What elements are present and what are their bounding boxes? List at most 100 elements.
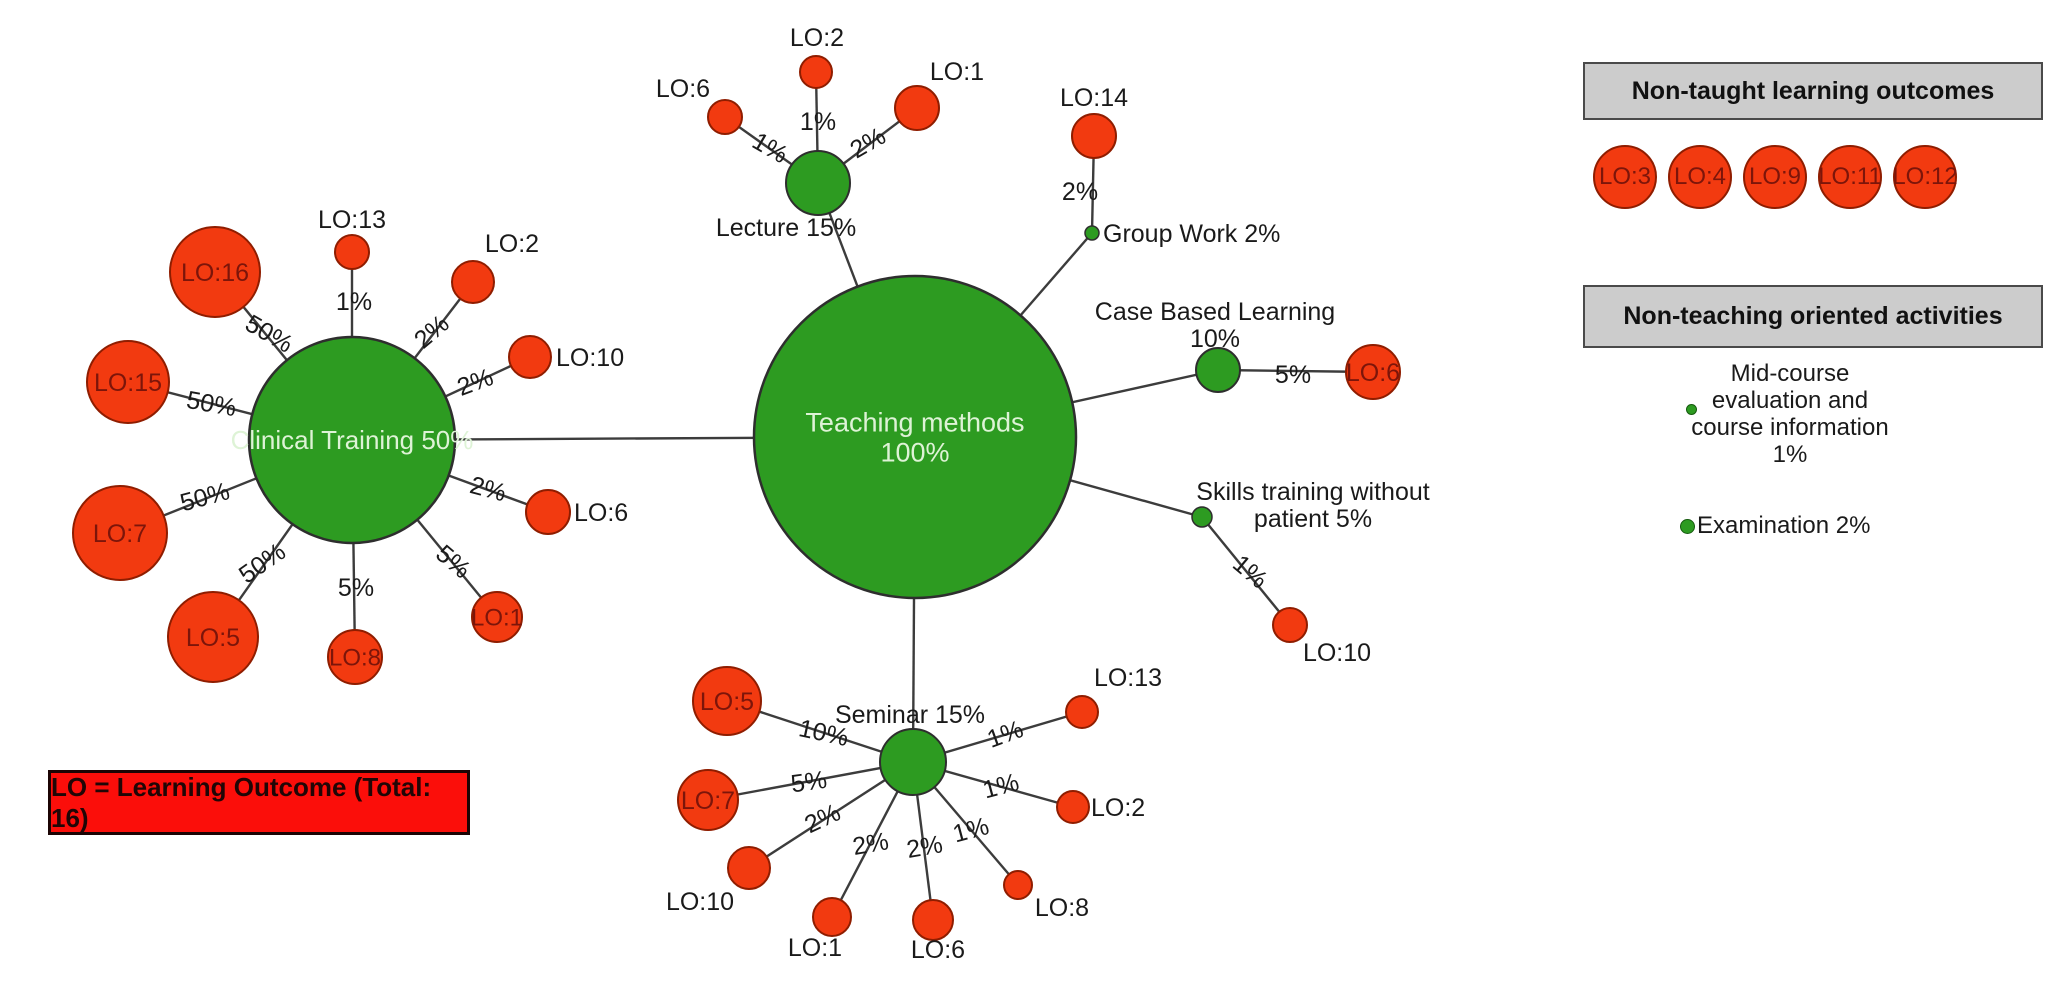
edge-label-seminar-s-lo1: 2% (850, 827, 890, 861)
node-teaching-label: Teaching methods (805, 407, 1024, 437)
node-sk-lo10-circle (1272, 607, 1308, 643)
node-cbl-label: 10% (1190, 325, 1240, 353)
examination-dot-icon (1680, 518, 1695, 534)
node-skills-dot-label: Skills training without (1196, 478, 1429, 506)
node-c-lo5-circle (167, 591, 259, 683)
edge-label-seminar-s-lo7: 5% (789, 766, 829, 799)
node-lecture-circle (785, 150, 851, 216)
node-s-lo10-circle (727, 846, 771, 890)
edge-label-lecture-l-lo6: 1% (747, 127, 792, 169)
node-s-lo7-label: LO:7 (681, 787, 735, 815)
node-cbl-lo6-label: LO:6 (1346, 359, 1400, 387)
mid-course-label-line: course information (1691, 414, 1889, 441)
node-s-lo6-circle (912, 899, 954, 941)
edge-label-clinical-c-lo10: 2% (453, 363, 497, 402)
node-c-lo1-circle (471, 591, 523, 643)
node-c-lo7-circle (72, 485, 168, 581)
edge-label-gw-dot-gw-lo14: 2% (1062, 178, 1098, 206)
node-c-lo2-circle (451, 260, 495, 304)
node-lecture-label: Lecture 15% (716, 214, 856, 242)
examination-label: Examination 2% (1697, 512, 1871, 539)
edge-label-lecture-l-lo2: 1% (800, 108, 836, 136)
edge-label-clinical-c-lo16: 50% (240, 309, 297, 358)
node-s-lo7-circle (677, 769, 739, 831)
node-gw-dot-label: Group Work 2% (1103, 220, 1280, 248)
node-c-lo10-label: LO:10 (556, 344, 624, 372)
node-c-lo15-label: LO:15 (94, 369, 162, 397)
non-taught-outcome-circle: LO:9 (1743, 145, 1807, 209)
edge-label-cbl-cbl-lo6: 5% (1275, 361, 1311, 389)
node-c-lo13-circle (334, 234, 370, 270)
legend-box: LO = Learning Outcome (Total: 16) (48, 770, 470, 835)
non-taught-outcome-circle: LO:4 (1668, 145, 1732, 209)
edge-skills-dot-sk-lo10 (1201, 516, 1291, 626)
edge-seminar-s-lo7 (707, 760, 914, 802)
edge-label-clinical-c-lo7: 50% (177, 477, 233, 517)
node-c-lo15-circle (86, 340, 170, 424)
node-cbl-circle (1195, 347, 1241, 393)
node-gw-lo14-circle (1071, 113, 1117, 159)
node-cbl-label: Case Based Learning (1095, 298, 1335, 326)
node-c-lo2-label: LO:2 (485, 230, 539, 258)
node-l-lo1-circle (894, 85, 940, 131)
node-skills-dot-circle (1191, 506, 1213, 528)
node-cbl-lo6-circle (1345, 344, 1401, 400)
non-taught-outcomes-header: Non-taught learning outcomes (1583, 62, 2043, 120)
node-l-lo6-circle (707, 99, 743, 135)
node-s-lo5-circle (692, 666, 762, 736)
node-c-lo13-label: LO:13 (318, 206, 386, 234)
node-c-lo8-circle (327, 629, 383, 685)
non-taught-outcomes-row: LO:3 LO:4 LO:9 LO:11 LO:12 (1593, 145, 1958, 209)
node-c-lo1-label: LO:1 (471, 604, 523, 631)
node-s-lo6-label: LO:6 (911, 936, 965, 964)
non-taught-outcome-circle: LO:3 (1593, 145, 1657, 209)
edge-label-clinical-c-lo13: 1% (336, 288, 372, 316)
node-c-lo6-label: LO:6 (574, 499, 628, 527)
node-seminar-circle (879, 728, 947, 796)
non-taught-outcome-circle: LO:12 (1892, 145, 1958, 209)
mid-course-label-line: evaluation and (1711, 387, 1869, 414)
node-c-lo16-label: LO:16 (181, 259, 249, 287)
edge-label-seminar-s-lo10: 2% (800, 798, 845, 839)
edge-label-clinical-c-lo5: 50% (234, 538, 291, 590)
edge-label-clinical-c-lo1: 5% (430, 540, 476, 585)
node-seminar-label: Seminar 15% (835, 701, 985, 729)
node-c-lo7-label: LO:7 (93, 520, 147, 548)
node-s-lo13-circle (1065, 695, 1099, 729)
node-s-lo5-label: LO:5 (700, 688, 754, 716)
node-l-lo2-label: LO:2 (790, 24, 844, 52)
node-c-lo10-circle (508, 335, 552, 379)
node-l-lo2-circle (799, 55, 833, 89)
node-s-lo8-label: LO:8 (1035, 894, 1089, 922)
mid-course-dot-icon (1686, 404, 1697, 415)
node-l-lo1-label: LO:1 (930, 58, 984, 86)
non-teaching-activities-header: Non-teaching oriented activities (1583, 285, 2043, 348)
node-s-lo10-label: LO:10 (666, 888, 734, 916)
node-clinical-label: Clinical Training 50% (231, 425, 474, 455)
node-s-lo2-circle (1056, 790, 1090, 824)
edge-label-seminar-s-lo8: 1% (950, 812, 992, 848)
mid-course-label-line: Mid-course (1730, 360, 1850, 387)
edge-label-seminar-s-lo2: 1% (980, 768, 1022, 804)
node-c-lo5-label: LO:5 (186, 624, 240, 652)
node-teaching-circle (752, 274, 1078, 600)
node-gw-dot-circle (1084, 225, 1100, 241)
examination-item: Examination 2% (1680, 512, 1870, 540)
edge-label-seminar-s-lo6: 2% (904, 830, 944, 864)
edge-label-clinical-c-lo6: 2% (467, 471, 509, 507)
edge-label-clinical-c-lo15: 50% (184, 386, 238, 422)
node-clinical-circle (247, 335, 457, 545)
node-c-lo6-circle (525, 489, 571, 535)
node-c-lo8-label: LO:8 (329, 644, 381, 671)
node-s-lo2-label: LO:2 (1091, 794, 1145, 822)
edge-label-clinical-c-lo8: 5% (338, 574, 374, 602)
mid-course-label-line: 1% (1772, 441, 1808, 468)
node-s-lo8-circle (1003, 870, 1033, 900)
node-s-lo13-label: LO:13 (1094, 664, 1162, 692)
node-teaching-label: 100% (880, 438, 949, 468)
mid-course-evaluation-label: Mid-course evaluation and course informati… (1660, 360, 1920, 468)
non-taught-outcome-circle: LO:11 (1818, 145, 1882, 209)
node-sk-lo10-label: LO:10 (1303, 639, 1371, 667)
